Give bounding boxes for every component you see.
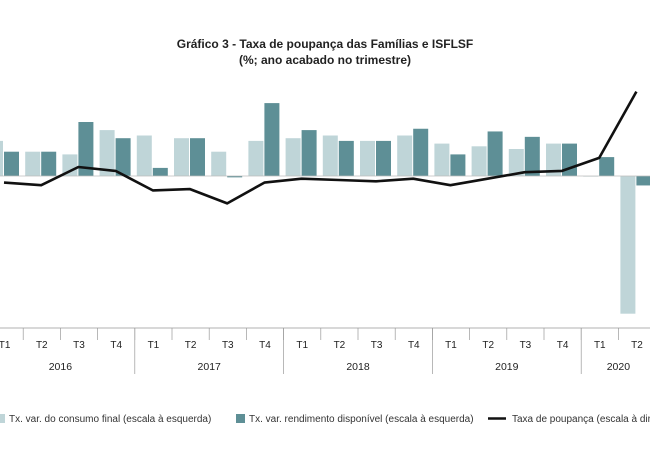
income-bar [78, 122, 94, 176]
year-label: 2017 [198, 361, 222, 373]
consumption-bar [620, 176, 636, 314]
consumption-bar [434, 143, 450, 176]
legend-label: Taxa de poupança (escala à direita) [512, 414, 650, 425]
legend-label: Tx. var. do consumo final (escala à esqu… [9, 414, 211, 425]
consumption-bar [397, 135, 413, 176]
consumption-bar [211, 151, 227, 176]
year-label: 2020 [607, 361, 631, 373]
year-label: 2016 [49, 361, 73, 373]
consumption-bar [285, 138, 301, 176]
income-bar [301, 130, 317, 176]
year-label: 2018 [346, 361, 370, 373]
consumption-bar [0, 140, 3, 176]
income-bar [152, 167, 168, 176]
quarter-tick-label: T2 [631, 340, 643, 351]
quarter-tick-label: T2 [482, 340, 494, 351]
quarter-tick-label: T2 [334, 340, 346, 351]
bars-layer [0, 103, 650, 314]
legend-label: Tx. var. rendimento disponível (escala à… [249, 414, 474, 425]
quarter-tick-label: T1 [594, 340, 606, 351]
legend-swatch-consumption [0, 414, 5, 423]
quarter-tick-label: T2 [185, 340, 197, 351]
quarter-tick-label: T1 [0, 340, 11, 351]
quarter-tick-label: T4 [259, 340, 271, 351]
consumption-bar [508, 149, 524, 176]
consumption-bar [174, 138, 189, 176]
income-bar [376, 140, 391, 176]
consumption-bar [322, 135, 338, 176]
legend: Tx. var. do consumo final (escala à esqu… [0, 414, 650, 425]
quarter-tick-label: T4 [557, 340, 569, 351]
income-bar [4, 151, 19, 176]
consumption-bar [136, 135, 152, 176]
consumption-bar [248, 140, 264, 176]
category-axis: T1 T2 T3 T4 T1 T2 T3 T4 T1 T2 T3 T4 T1 T2 T3 T4 T1 T22016… [0, 327, 650, 374]
quarter-tick-label: T3 [222, 340, 234, 351]
income-bar [599, 157, 615, 176]
income-bar [450, 154, 466, 176]
consumption-bar [360, 140, 375, 176]
income-bar [636, 176, 650, 186]
consumption-bar [471, 146, 487, 176]
line-layer [3, 90, 638, 205]
income-bar [338, 140, 354, 176]
legend-swatch-income [236, 414, 245, 423]
quarter-tick-label: T1 [445, 340, 457, 351]
quarter-tick-label: T3 [73, 340, 85, 351]
quarter-tick-label: T3 [371, 340, 383, 351]
quarter-tick-label: T1 [148, 340, 160, 351]
quarter-tick-label: T3 [520, 340, 532, 351]
income-bar [115, 138, 131, 176]
savings-rate-line [3, 90, 638, 205]
income-bar [227, 176, 243, 178]
year-label: 2019 [495, 361, 519, 373]
consumption-bar [25, 151, 41, 176]
income-bar [190, 138, 205, 176]
income-bar [487, 131, 503, 176]
quarter-tick-label: T1 [296, 340, 308, 351]
chart-title: Gráfico 3 - Taxa de poupança das Família… [176, 37, 474, 51]
quarter-tick-label: T4 [408, 340, 420, 351]
chart-subtitle: (%; ano acabado no trimestre) [238, 53, 412, 67]
consumption-bar [546, 143, 561, 176]
income-bar [264, 103, 280, 176]
income-bar [413, 128, 429, 176]
income-bar [41, 151, 57, 176]
income-bar [524, 136, 540, 176]
quarter-tick-label: T4 [110, 340, 122, 351]
consumption-bar [99, 130, 115, 176]
quarter-tick-label: T2 [36, 340, 48, 351]
